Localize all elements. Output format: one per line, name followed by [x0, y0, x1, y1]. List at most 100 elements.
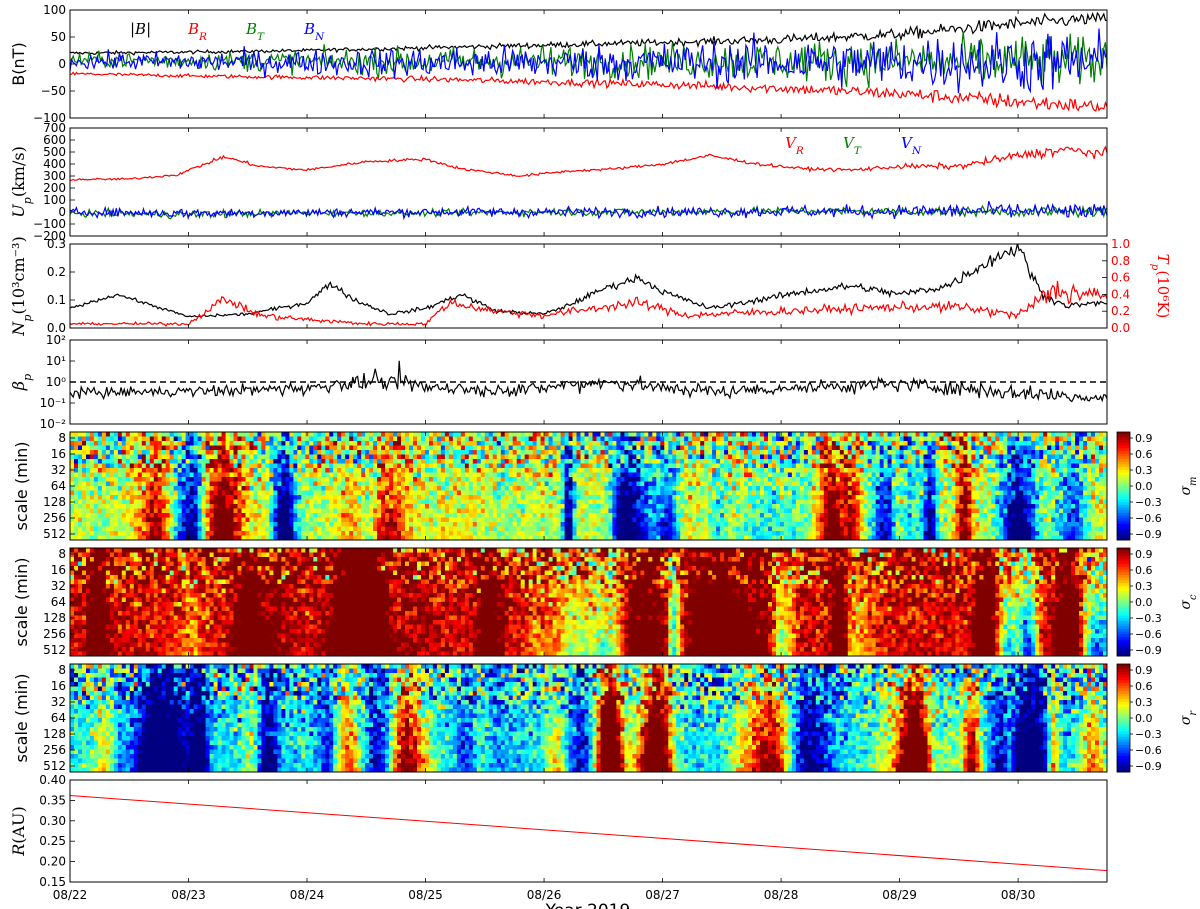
- legend-entry: VN: [901, 134, 922, 157]
- series-line-BR: [70, 71, 1107, 112]
- heatmap-sr: [70, 664, 1107, 772]
- panel-frame: [69, 547, 1108, 657]
- y-tick-label: 0.3: [47, 237, 66, 251]
- y-tick-label: 64: [51, 479, 66, 493]
- colorbar-tick-label: 0.6: [1135, 680, 1153, 693]
- panel-R: 0.40 0.35 0.30 0.25 0.20 0.15 R(AU): [9, 773, 1108, 889]
- colorbar-tick-label: −0.3: [1135, 496, 1162, 509]
- heatmap-sm: [70, 432, 1107, 540]
- y-tick-label: 8: [58, 663, 66, 677]
- y-tick-label: 0: [58, 57, 66, 71]
- panel-N: 0.3 0.2 0.1 0.0 1.0 0.8 0.6 0.4 0.2 0.0 Tp(10⁶K) Np…: [9, 236, 1172, 336]
- panel-frame: [69, 9, 1108, 119]
- colorbar-tick-label: 0.9: [1135, 432, 1153, 445]
- series-line-R: [70, 795, 1107, 872]
- panel-frame: [69, 663, 1108, 773]
- colorbar-tick-label: 0.0: [1135, 480, 1153, 493]
- colorbar-tick-label: 0.6: [1135, 564, 1153, 577]
- y-axis-label: R(AU): [9, 806, 28, 857]
- x-tick-label: 08/23: [171, 888, 206, 902]
- series-line-beta_p: [70, 360, 1107, 403]
- colorbar-sm: 0.9 0.6 0.3 0.0 −0.3 −0.6 −0.9 σm: [1116, 431, 1199, 541]
- panel-beta: 10² 10¹ 10⁰ 10⁻¹ 10⁻² βp: [9, 333, 1108, 431]
- colorbar-tick-label: −0.9: [1135, 528, 1162, 541]
- y-tick-label: 0.25: [39, 834, 66, 848]
- y-tick-label: 128: [43, 495, 66, 509]
- right-y-tick-label: 1.0: [1111, 237, 1130, 251]
- y-axis-label: B(nT): [9, 42, 28, 85]
- panel-frame: [69, 779, 1108, 883]
- y-tick-label: 128: [43, 727, 66, 741]
- y-tick-label: 512: [43, 759, 66, 773]
- colorbar-tick-label: 0.3: [1135, 464, 1153, 477]
- y-tick-label: 0.1: [47, 293, 66, 307]
- y-tick-label: 0.2: [47, 265, 66, 279]
- colorbar-tick-label: 0.3: [1135, 696, 1153, 709]
- colorbar-tick-label: 0.9: [1135, 664, 1153, 677]
- heatmap-sc: [70, 548, 1107, 656]
- colorbar-tick-label: −0.6: [1135, 512, 1162, 525]
- right-y-tick-label: 0.8: [1111, 254, 1130, 268]
- y-tick-label: 0: [58, 205, 66, 219]
- x-tick-label: 08/22: [53, 888, 88, 902]
- y-tick-label: 10¹: [46, 354, 66, 368]
- y-tick-label: 16: [51, 563, 66, 577]
- y-tick-label: 128: [43, 611, 66, 625]
- y-tick-label: 10⁻²: [40, 417, 67, 431]
- y-tick-label: 0.15: [39, 875, 66, 889]
- y-tick-label: 256: [43, 743, 66, 757]
- colorbar-tick-label: 0.0: [1135, 596, 1153, 609]
- y-tick-label: 500: [43, 145, 66, 159]
- y-tick-label: 50: [51, 30, 66, 44]
- y-tick-label: 0.0: [47, 321, 66, 335]
- y-axis-label: βp: [9, 374, 34, 391]
- series-line-VR: [70, 145, 1107, 182]
- y-axis-label: scale (min): [12, 674, 31, 763]
- panel-frame: [69, 339, 1108, 425]
- colorbar-tick-label: −0.3: [1135, 612, 1162, 625]
- y-tick-label: 100: [43, 193, 66, 207]
- y-tick-label: 8: [58, 431, 66, 445]
- y-tick-label: 256: [43, 627, 66, 641]
- colorbar-tick-label: −0.6: [1135, 628, 1162, 641]
- right-y-tick-label: 0.2: [1111, 304, 1130, 318]
- y-tick-label: −200: [33, 229, 66, 243]
- panel-frame: [69, 431, 1108, 541]
- y-tick-label: 600: [43, 133, 66, 147]
- x-tick-label: 08/27: [645, 888, 680, 902]
- y-tick-label: 10²: [46, 333, 66, 347]
- y-tick-label: 700: [43, 121, 66, 135]
- series-line-Np: [70, 244, 1107, 318]
- y-axis-label: Np(10³cm⁻³): [9, 236, 34, 336]
- legend-entry: BT: [245, 20, 265, 43]
- colorbar-tick-label: 0.9: [1135, 548, 1153, 561]
- legend-entry: |B|: [130, 20, 151, 38]
- y-tick-label: 512: [43, 527, 66, 541]
- colorbar-label: σm: [1178, 477, 1199, 496]
- x-tick-label: 08/24: [290, 888, 325, 902]
- y-tick-label: 256: [43, 511, 66, 525]
- y-tick-label: 64: [51, 711, 66, 725]
- y-tick-label: 0.40: [39, 773, 66, 787]
- colorbar-tick-label: 0.0: [1135, 712, 1153, 725]
- series-line-BN: [70, 28, 1107, 94]
- legend-entry: VR: [785, 134, 804, 157]
- y-tick-label: 0.20: [39, 855, 66, 869]
- y-axis-label: scale (min): [12, 442, 31, 531]
- y-tick-label: 100: [43, 3, 66, 17]
- colorbar-label: σr: [1178, 710, 1199, 726]
- colorbar-tick-label: −0.9: [1135, 760, 1162, 773]
- colorbar-tick-label: −0.6: [1135, 744, 1162, 757]
- legend-entry: VT: [843, 134, 862, 157]
- legend-entry: BR: [187, 20, 207, 43]
- series-line-BT: [70, 31, 1107, 89]
- colorbar-tick-label: −0.3: [1135, 728, 1162, 741]
- y-tick-label: 16: [51, 679, 66, 693]
- right-y-tick-label: 0.6: [1111, 271, 1130, 285]
- panel-frame: [69, 127, 1108, 237]
- y-tick-label: 200: [43, 181, 66, 195]
- y-tick-label: 32: [51, 463, 66, 477]
- panel-sr: 0.9 0.6 0.3 0.0 −0.3 −0.6 −0.9 σr 8 16 32 64 128 256 5…: [12, 663, 1199, 773]
